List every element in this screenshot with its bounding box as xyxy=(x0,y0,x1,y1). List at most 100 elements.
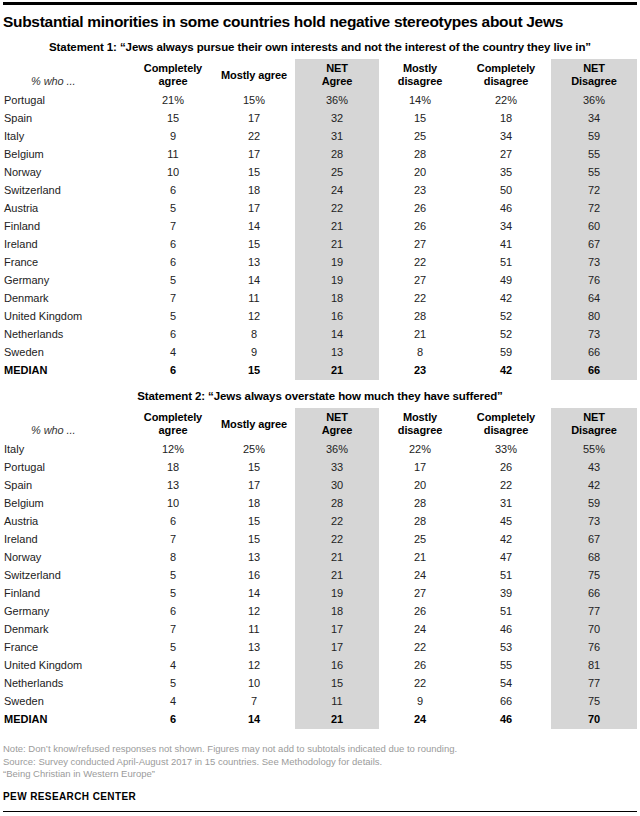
value-cell: 16 xyxy=(213,567,295,585)
table-row: Netherlands51015225477 xyxy=(3,675,637,693)
value-cell: 17 xyxy=(295,639,379,657)
statement1-heading: Statement 1: “Jews always pursue their o… xyxy=(3,41,637,54)
column-header-completely-agree: Completely agree xyxy=(133,59,213,92)
value-cell: 7 xyxy=(213,693,295,711)
value-cell: 15 xyxy=(213,531,295,549)
value-cell: 12 xyxy=(213,657,295,675)
value-cell: 81 xyxy=(551,657,637,675)
value-cell: 26 xyxy=(379,603,461,621)
value-cell: 72 xyxy=(551,182,637,200)
value-cell: 5 xyxy=(133,585,213,603)
column-header-completely-disagree: Completely disagree xyxy=(461,408,551,441)
column-header-mostly-agree: Mostly agree xyxy=(213,59,295,92)
value-cell: 22 xyxy=(295,531,379,549)
value-cell: 46 xyxy=(461,200,551,218)
column-header-mostly-disagree: Mostly disagree xyxy=(379,59,461,92)
value-cell: 22 xyxy=(295,200,379,218)
value-cell: 13 xyxy=(213,549,295,567)
value-cell: 36% xyxy=(295,92,379,110)
column-header-net-disagree: NET Disagree xyxy=(551,59,637,92)
value-cell: 6 xyxy=(133,326,213,344)
value-cell: 15 xyxy=(213,236,295,254)
country-label: Austria xyxy=(3,200,133,218)
value-cell: 76 xyxy=(551,639,637,657)
value-cell: 7 xyxy=(133,531,213,549)
value-cell: 15 xyxy=(295,675,379,693)
value-cell: 22% xyxy=(461,92,551,110)
value-cell: 20 xyxy=(379,164,461,182)
value-cell: 18 xyxy=(461,110,551,128)
country-label: Austria xyxy=(3,513,133,531)
value-cell: 54 xyxy=(461,675,551,693)
value-cell: 67 xyxy=(551,236,637,254)
value-cell: 33 xyxy=(295,459,379,477)
value-cell: 22 xyxy=(461,477,551,495)
value-cell: 9 xyxy=(213,344,295,362)
value-cell: 26 xyxy=(379,657,461,675)
table-row: France61319225173 xyxy=(3,254,637,272)
value-cell: 73 xyxy=(551,513,637,531)
value-cell: 18 xyxy=(213,495,295,513)
value-cell: 68 xyxy=(551,549,637,567)
value-cell: 11 xyxy=(133,146,213,164)
country-label: MEDIAN xyxy=(3,362,133,380)
table-row: Italy12%25%36%22%33%55% xyxy=(3,441,637,459)
value-cell: 18 xyxy=(213,182,295,200)
table-row: Italy92231253459 xyxy=(3,128,637,146)
country-label: Netherlands xyxy=(3,326,133,344)
value-cell: 21 xyxy=(295,711,379,729)
country-label: Ireland xyxy=(3,236,133,254)
country-label: Portugal xyxy=(3,92,133,110)
value-cell: 22 xyxy=(379,675,461,693)
value-cell: 7 xyxy=(133,218,213,236)
value-cell: 55 xyxy=(551,164,637,182)
value-cell: 46 xyxy=(461,621,551,639)
value-cell: 14% xyxy=(379,92,461,110)
value-cell: 22 xyxy=(379,254,461,272)
value-cell: 24 xyxy=(379,567,461,585)
value-cell: 28 xyxy=(379,308,461,326)
value-cell: 17 xyxy=(213,200,295,218)
bottom-rule xyxy=(3,811,637,812)
table-row: Germany61218265177 xyxy=(3,603,637,621)
value-cell: 26 xyxy=(461,459,551,477)
country-label: Spain xyxy=(3,110,133,128)
value-cell: 21 xyxy=(295,549,379,567)
statement2-table: % who ... Completely agree Mostly agree … xyxy=(3,408,637,729)
table-row: Portugal21%15%36%14%22%36% xyxy=(3,92,637,110)
column-header-completely-agree: Completely agree xyxy=(133,408,213,441)
value-cell: 45 xyxy=(461,513,551,531)
value-cell: 49 xyxy=(461,272,551,290)
table-row: MEDIAN61521234266 xyxy=(3,362,637,380)
value-cell: 25 xyxy=(379,128,461,146)
table-row: Spain131730202242 xyxy=(3,477,637,495)
value-cell: 42 xyxy=(551,477,637,495)
value-cell: 36% xyxy=(551,92,637,110)
value-cell: 36% xyxy=(295,441,379,459)
table-row: Ireland61521274167 xyxy=(3,236,637,254)
value-cell: 34 xyxy=(461,128,551,146)
who-label: % who ... xyxy=(3,59,133,92)
value-cell: 10 xyxy=(133,164,213,182)
table-row: MEDIAN61421244670 xyxy=(3,711,637,729)
value-cell: 27 xyxy=(379,585,461,603)
table-row: Germany51419274976 xyxy=(3,272,637,290)
country-label: Norway xyxy=(3,549,133,567)
value-cell: 42 xyxy=(461,531,551,549)
statement1-section: Statement 1: “Jews always pursue their o… xyxy=(3,41,637,380)
value-cell: 73 xyxy=(551,254,637,272)
value-cell: 5 xyxy=(133,639,213,657)
value-cell: 33% xyxy=(461,441,551,459)
value-cell: 6 xyxy=(133,513,213,531)
value-cell: 14 xyxy=(213,585,295,603)
country-label: Portugal xyxy=(3,459,133,477)
value-cell: 13 xyxy=(213,639,295,657)
country-label: Norway xyxy=(3,164,133,182)
value-cell: 5 xyxy=(133,567,213,585)
value-cell: 75 xyxy=(551,567,637,585)
value-cell: 22% xyxy=(379,441,461,459)
report-credit: “Being Christian in Western Europe” xyxy=(3,768,637,781)
value-cell: 28 xyxy=(379,513,461,531)
value-cell: 4 xyxy=(133,693,213,711)
value-cell: 23 xyxy=(379,362,461,380)
